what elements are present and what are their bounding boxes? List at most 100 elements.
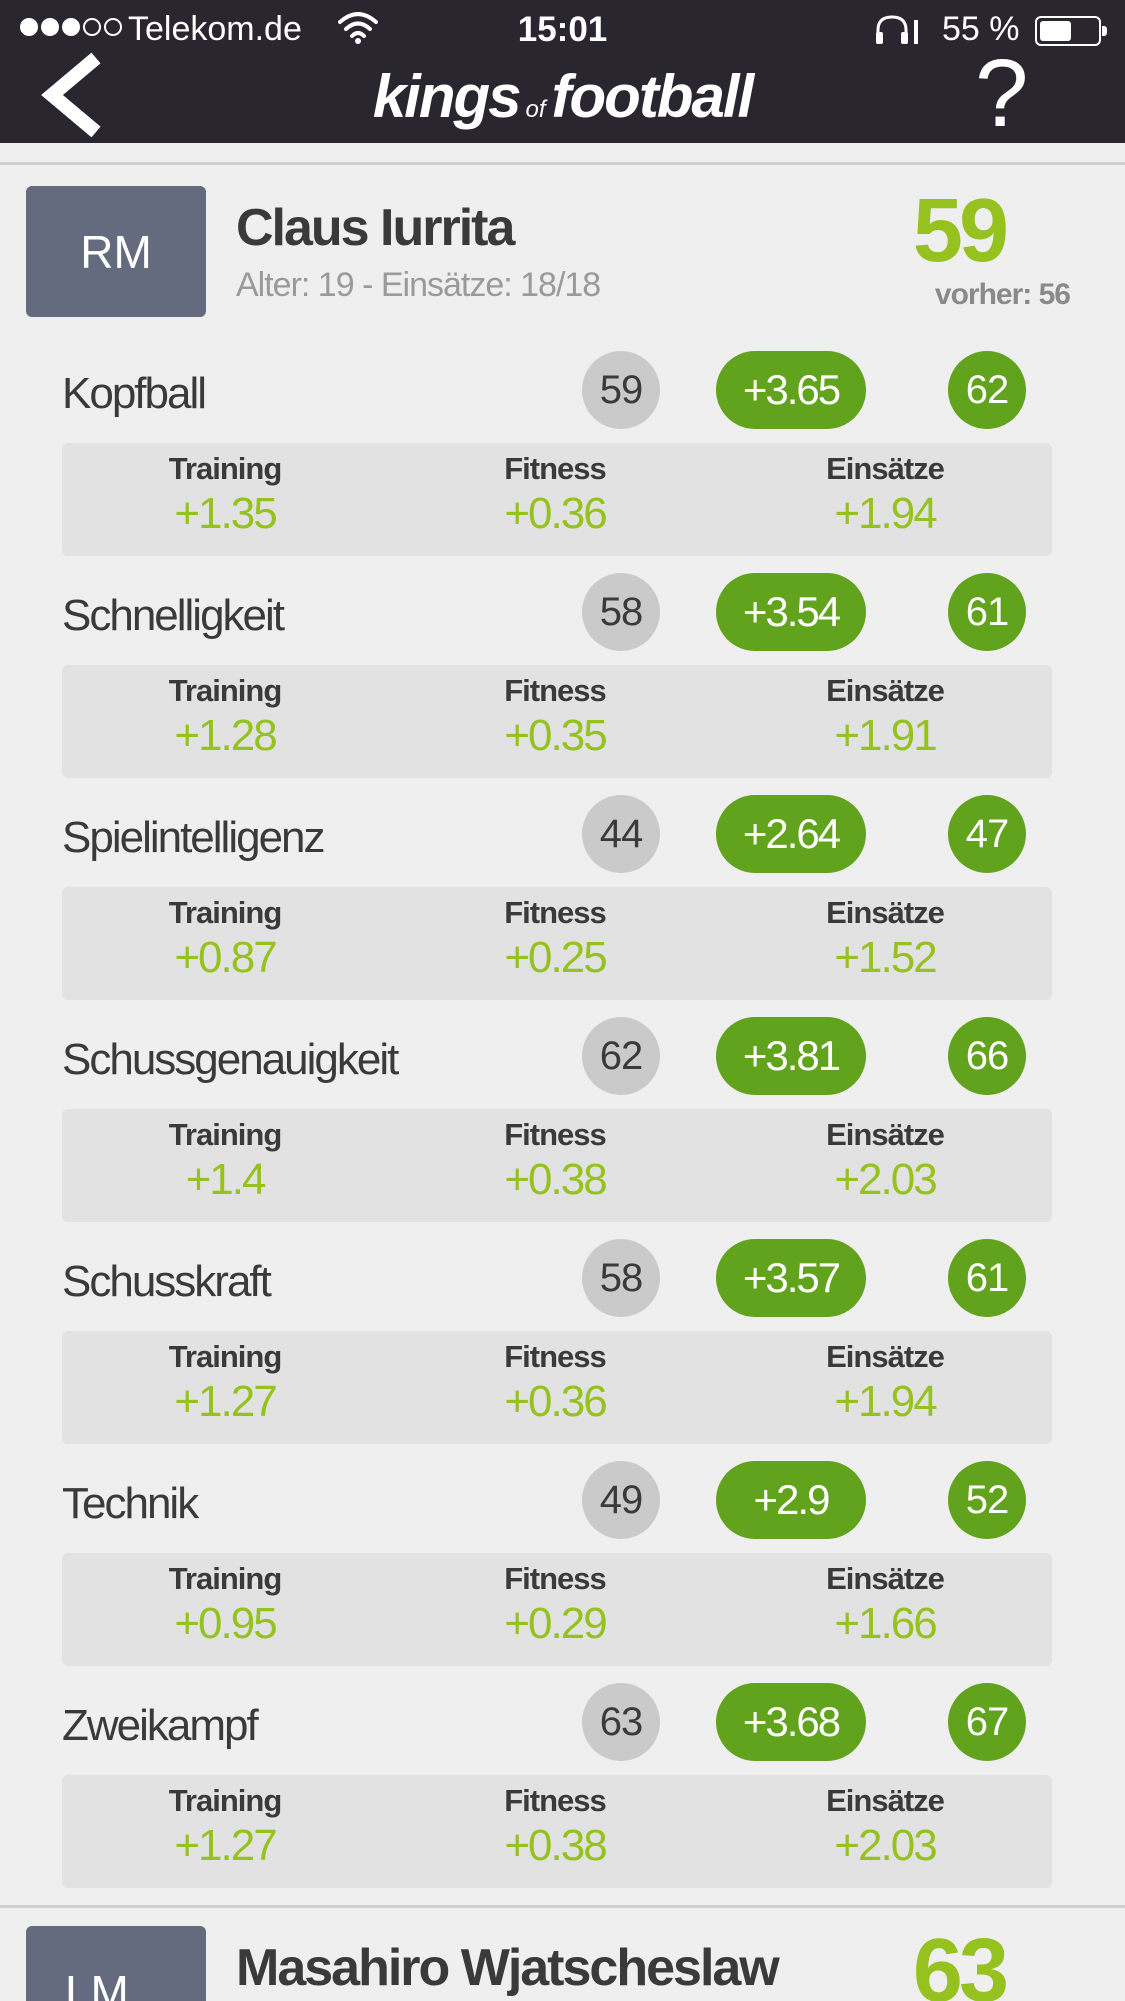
fitness-column: Fitness +0.38 (425, 1783, 685, 1871)
fitness-label: Fitness (504, 1117, 607, 1152)
attribute-breakdown: Training +0.87 Fitness +0.25 Einsätze +1.52 (62, 887, 1052, 1000)
attribute-name: Technik (62, 1479, 199, 1528)
player-name: Masahiro Wjatscheslaw (236, 1939, 780, 1997)
fitness-label: Fitness (504, 1561, 607, 1596)
attribute-new-value: 52 (948, 1461, 1026, 1539)
training-column: Training +1.27 (95, 1339, 355, 1427)
divider (0, 162, 1125, 165)
help-button[interactable]: ? (975, 40, 1029, 147)
fitness-value: +0.36 (504, 1377, 607, 1426)
headphones-icon (876, 15, 918, 44)
einsaetze-column: Einsätze +1.52 (755, 895, 1015, 983)
attribute-delta: +3.68 (716, 1683, 866, 1761)
fitness-value: +0.38 (504, 1155, 607, 1204)
attribute-row: Schnelligkeit 58 +3.54 61 Training +1.28 Fitne… (0, 573, 1125, 795)
logo-word-football: football (551, 63, 755, 130)
attribute-new-value: 61 (948, 1239, 1026, 1317)
attribute-row: Spielintelligenz 44 +2.64 47 Training +0.87 Fi… (0, 795, 1125, 1017)
position-sub-label: RM (133, 1997, 167, 2001)
player-rating: 59 (912, 181, 1009, 281)
attribute-breakdown: Training +1.28 Fitness +0.35 Einsätze +1.91 (62, 665, 1052, 778)
einsaetze-column: Einsätze +2.03 (755, 1783, 1015, 1871)
divider (0, 1905, 1125, 1908)
wifi-icon (338, 12, 378, 44)
training-value: +1.35 (174, 489, 277, 538)
attribute-old-value: 58 (582, 1239, 660, 1317)
signal-dot (104, 18, 122, 36)
training-label: Training (168, 673, 283, 708)
training-column: Training +0.87 (95, 895, 355, 983)
training-label: Training (168, 1339, 283, 1374)
training-value: +1.28 (174, 711, 277, 760)
attribute-breakdown: Training +1.27 Fitness +0.36 Einsätze +1.94 (62, 1331, 1052, 1444)
player-card[interactable]: RM Claus Iurrita Alter: 19 - Einsätze: 1… (0, 181, 1125, 317)
attribute-new-value: 61 (948, 573, 1026, 651)
einsaetze-value: +2.03 (834, 1155, 937, 1204)
attribute-row: Technik 49 +2.9 52 Training +0.95 Fitness +0.29… (0, 1461, 1125, 1683)
attribute-row: Kopfball 59 +3.65 62 Training +1.35 Fitness +0.… (0, 351, 1125, 573)
einsaetze-column: Einsätze +1.91 (755, 673, 1015, 761)
battery-icon (1035, 16, 1107, 46)
attribute-delta: +2.9 (716, 1461, 866, 1539)
attribute-old-value: 58 (582, 573, 660, 651)
status-time: 15:01 (517, 10, 608, 49)
position-label: RM (80, 225, 152, 278)
einsaetze-label: Einsätze (826, 1117, 945, 1152)
attribute-new-value: 62 (948, 351, 1026, 429)
training-column: Training +1.35 (95, 451, 355, 539)
previous-rating: vorher: 56 (934, 278, 1071, 311)
carrier-name: Telekom.de (128, 10, 302, 48)
attribute-old-value: 62 (582, 1017, 660, 1095)
player-card[interactable]: LMRM Masahiro Wjatscheslaw 63 (0, 1926, 1125, 2001)
top-bar: Telekom.de 15:01 55 % kings of football ? (0, 0, 1125, 143)
einsaetze-value: +1.52 (834, 933, 937, 982)
training-value: +0.95 (174, 1599, 277, 1648)
attribute-delta: +3.57 (716, 1239, 866, 1317)
chevron-left-icon[interactable] (38, 52, 108, 138)
fitness-label: Fitness (504, 673, 607, 708)
training-value: +1.4 (185, 1155, 267, 1204)
fitness-column: Fitness +0.38 (425, 1117, 685, 1205)
attribute-delta: +3.54 (716, 573, 866, 651)
training-value: +1.27 (174, 1377, 277, 1426)
battery-fill (1040, 21, 1071, 41)
attribute-row: Zweikampf 63 +3.68 67 Training +1.27 Fitness +0… (0, 1683, 1125, 1905)
training-column: Training +1.4 (95, 1117, 355, 1205)
training-value: +1.27 (174, 1821, 277, 1870)
fitness-label: Fitness (504, 895, 607, 930)
attribute-old-value: 49 (582, 1461, 660, 1539)
app-logo: kings of football (0, 62, 1125, 131)
einsaetze-value: +1.94 (834, 489, 937, 538)
position-badge: LM RM (26, 1926, 206, 2001)
attribute-delta: +3.81 (716, 1017, 866, 1095)
attribute-breakdown: Training +0.95 Fitness +0.29 Einsätze +1.66 (62, 1553, 1052, 1666)
attribute-row: Schussgenauigkeit 62 +3.81 66 Training +1.4 Fi… (0, 1017, 1125, 1239)
attribute-new-value: 47 (948, 795, 1026, 873)
einsaetze-value: +1.91 (834, 711, 937, 760)
status-bar: Telekom.de 15:01 55 % (0, 0, 1125, 60)
player-name: Claus Iurrita (236, 199, 515, 257)
signal-dot (41, 18, 59, 36)
einsaetze-label: Einsätze (826, 895, 945, 930)
attribute-name: Spielintelligenz (62, 813, 326, 862)
battery-percent: 55 % (942, 10, 1020, 48)
fitness-value: +0.35 (504, 711, 607, 760)
training-label: Training (168, 451, 283, 486)
einsaetze-column: Einsätze +1.94 (755, 1339, 1015, 1427)
attribute-name: Schnelligkeit (62, 591, 285, 640)
training-label: Training (168, 1783, 283, 1818)
attribute-delta: +2.64 (716, 795, 866, 873)
position-badge: RM (26, 186, 206, 317)
fitness-value: +0.25 (504, 933, 607, 982)
training-label: Training (168, 1117, 283, 1152)
signal-strength-icon (20, 18, 122, 36)
fitness-column: Fitness +0.36 (425, 451, 685, 539)
attribute-name: Kopfball (62, 369, 207, 418)
attribute-breakdown: Training +1.35 Fitness +0.36 Einsätze +1.94 (62, 443, 1052, 556)
attribute-name: Schusskraft (62, 1257, 272, 1306)
fitness-value: +0.38 (504, 1821, 607, 1870)
signal-dot (83, 18, 101, 36)
fitness-value: +0.29 (504, 1599, 607, 1648)
einsaetze-label: Einsätze (826, 1783, 945, 1818)
training-column: Training +0.95 (95, 1561, 355, 1649)
